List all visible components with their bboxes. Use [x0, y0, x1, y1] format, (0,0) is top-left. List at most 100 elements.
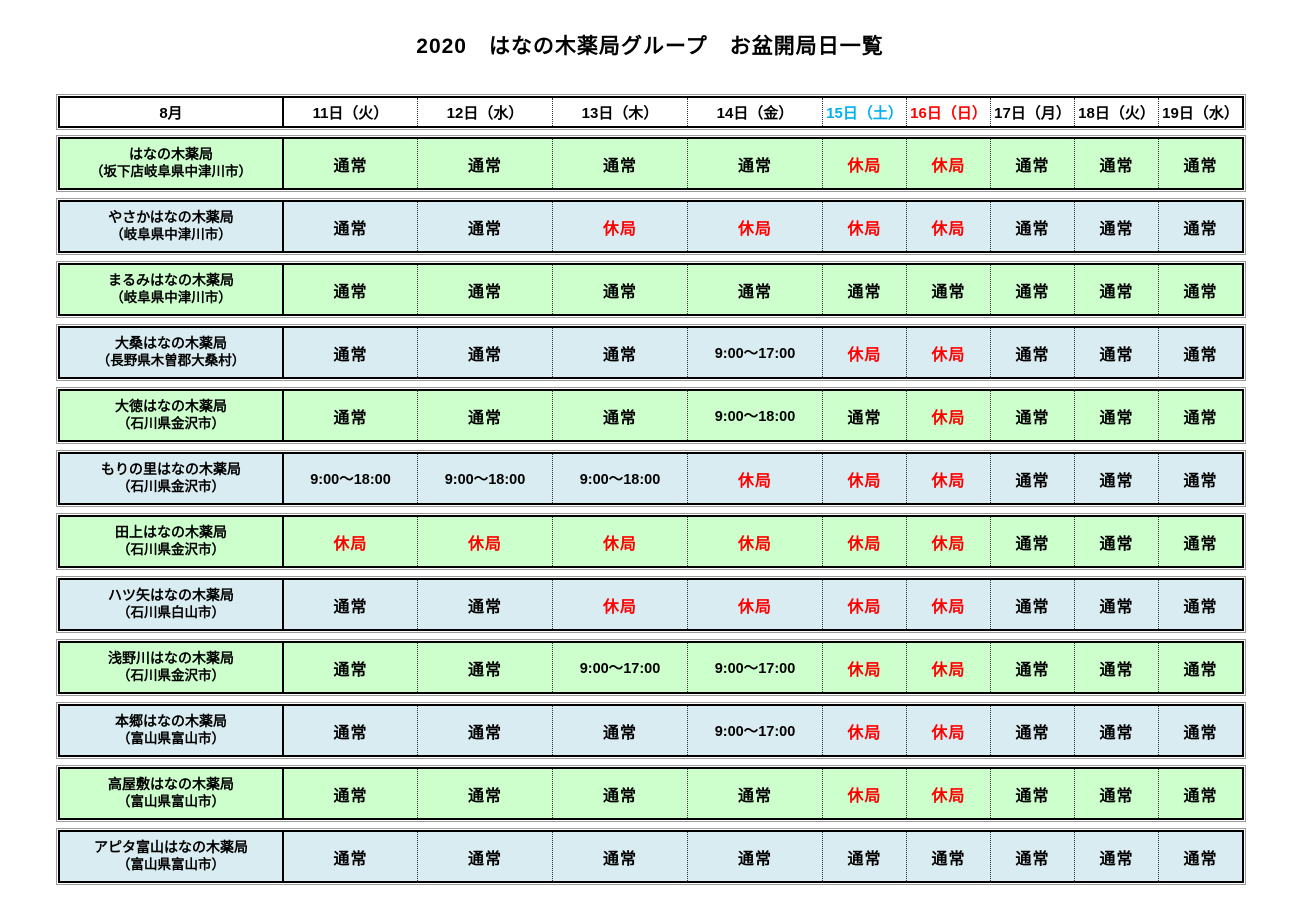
pharmacy-name: ハツ矢はなの木薬局	[108, 587, 234, 604]
status-closed-cell: 休局	[906, 706, 990, 755]
status-open-cell: 通常	[990, 139, 1074, 188]
status-closed-cell: 休局	[906, 643, 990, 692]
status-open-cell: 通常	[552, 139, 687, 188]
status-open-cell: 通常	[990, 454, 1074, 503]
status-open-cell: 通常	[687, 139, 822, 188]
status-open-cell: 通常	[1074, 391, 1158, 440]
status-open-cell: 通常	[282, 265, 417, 314]
status-open-cell: 通常	[1158, 454, 1242, 503]
pharmacy-name-cell: 大桑はなの木薬局 （長野県木曽郡大桑村）	[60, 328, 282, 377]
status-open-cell: 通常	[1074, 769, 1158, 818]
status-open-cell: 通常	[282, 769, 417, 818]
status-closed-cell: 休局	[822, 643, 906, 692]
pharmacy-location: （岐阜県中津川市）	[110, 226, 232, 242]
status-open-cell: 通常	[990, 265, 1074, 314]
pharmacy-name-cell: ハツ矢はなの木薬局 （石川県白山市）	[60, 580, 282, 629]
status-open-cell: 通常	[1158, 832, 1242, 881]
status-open-cell: 通常	[1158, 202, 1242, 251]
pharmacy-row: ハツ矢はなの木薬局 （石川県白山市） 通常 通常 休局 休局 休局 休局 通常 通常 通常	[56, 576, 1246, 633]
status-open-cell: 通常	[1074, 832, 1158, 881]
status-open-cell: 通常	[417, 328, 552, 377]
status-hours-cell: 9:00〜18:00	[417, 454, 552, 503]
status-closed-cell: 休局	[822, 706, 906, 755]
status-closed-cell: 休局	[687, 454, 822, 503]
status-open-cell: 通常	[552, 265, 687, 314]
pharmacy-location: （石川県金沢市）	[117, 541, 225, 557]
status-open-cell: 通常	[1158, 265, 1242, 314]
status-closed-cell: 休局	[282, 517, 417, 566]
pharmacy-location: （石川県金沢市）	[117, 415, 225, 431]
status-closed-cell: 休局	[906, 139, 990, 188]
pharmacy-row: 浅野川はなの木薬局 （石川県金沢市） 通常 通常 9:00〜17:00 9:00〜17:0…	[56, 639, 1246, 696]
status-closed-cell: 休局	[822, 202, 906, 251]
status-open-cell: 通常	[282, 391, 417, 440]
status-open-cell: 通常	[552, 832, 687, 881]
pharmacy-location: （石川県金沢市）	[117, 478, 225, 494]
pharmacy-location: （坂下店岐阜県中津川市）	[90, 163, 252, 179]
pharmacy-row: もりの里はなの木薬局 （石川県金沢市） 9:00〜18:00 9:00〜18:00 9:…	[56, 450, 1246, 507]
pharmacy-name: 大徳はなの木薬局	[115, 398, 227, 415]
status-open-cell: 通常	[417, 391, 552, 440]
pharmacy-name-cell: アピタ富山はなの木薬局 （富山県富山市）	[60, 832, 282, 881]
status-open-cell: 通常	[822, 391, 906, 440]
status-hours-cell: 9:00〜17:00	[687, 328, 822, 377]
status-open-cell: 通常	[417, 706, 552, 755]
pharmacy-row: やさかはなの木薬局 （岐阜県中津川市） 通常 通常 休局 休局 休局 休局 通常 通常 通常	[56, 198, 1246, 255]
status-hours-cell: 9:00〜18:00	[552, 454, 687, 503]
pharmacy-row: まるみはなの木薬局 （岐阜県中津川市） 通常 通常 通常 通常 通常 通常 通常 通常 通常	[56, 261, 1246, 318]
status-open-cell: 通常	[822, 832, 906, 881]
status-open-cell: 通常	[417, 139, 552, 188]
status-closed-cell: 休局	[906, 580, 990, 629]
status-open-cell: 通常	[1074, 580, 1158, 629]
status-closed-cell: 休局	[822, 580, 906, 629]
pharmacy-location: （岐阜県中津川市）	[110, 289, 232, 305]
pharmacy-name: まるみはなの木薬局	[108, 272, 234, 289]
status-hours-cell: 9:00〜17:00	[687, 643, 822, 692]
pharmacy-location: （長野県木曽郡大桑村）	[96, 352, 246, 368]
pharmacy-name-cell: 本郷はなの木薬局 （富山県富山市）	[60, 706, 282, 755]
pharmacy-name-cell: はなの木薬局 （坂下店岐阜県中津川市）	[60, 139, 282, 188]
pharmacy-row: アピタ富山はなの木薬局 （富山県富山市） 通常 通常 通常 通常 通常 通常 通常 通常 通常	[56, 828, 1246, 885]
pharmacy-name-cell: まるみはなの木薬局 （岐阜県中津川市）	[60, 265, 282, 314]
pharmacy-name-cell: 浅野川はなの木薬局 （石川県金沢市）	[60, 643, 282, 692]
pharmacy-name-cell: やさかはなの木薬局 （岐阜県中津川市）	[60, 202, 282, 251]
status-open-cell: 通常	[990, 769, 1074, 818]
status-open-cell: 通常	[1158, 328, 1242, 377]
status-open-cell: 通常	[282, 832, 417, 881]
month-header-cell: 8月	[159, 104, 183, 122]
status-open-cell: 通常	[552, 328, 687, 377]
status-open-cell: 通常	[1074, 265, 1158, 314]
status-open-cell: 通常	[1158, 769, 1242, 818]
status-open-cell: 通常	[1074, 517, 1158, 566]
status-closed-cell: 休局	[822, 328, 906, 377]
pharmacy-row: 田上はなの木薬局 （石川県金沢市） 休局 休局 休局 休局 休局 休局 通常 通常 通常	[56, 513, 1246, 570]
status-open-cell: 通常	[1074, 139, 1158, 188]
header-row: 8月 11日（火） 12日（水） 13日（木） 14日（金） 15日（土） 16日（日） 1…	[56, 94, 1246, 130]
status-open-cell: 通常	[822, 265, 906, 314]
pharmacy-name: はなの木薬局	[129, 146, 213, 163]
status-closed-cell: 休局	[687, 517, 822, 566]
status-open-cell: 通常	[552, 769, 687, 818]
status-closed-cell: 休局	[906, 328, 990, 377]
date-header-cell: 16日（日）	[906, 98, 990, 126]
status-open-cell: 通常	[552, 391, 687, 440]
status-open-cell: 通常	[990, 580, 1074, 629]
status-open-cell: 通常	[417, 265, 552, 314]
status-open-cell: 通常	[1074, 643, 1158, 692]
date-header-cell: 13日（木）	[552, 98, 687, 126]
status-open-cell: 通常	[417, 643, 552, 692]
pharmacy-row: 大徳はなの木薬局 （石川県金沢市） 通常 通常 通常 9:00〜18:00 通常 休局 通常 通常…	[56, 387, 1246, 444]
pharmacy-name-cell: 大徳はなの木薬局 （石川県金沢市）	[60, 391, 282, 440]
pharmacy-row: 本郷はなの木薬局 （富山県富山市） 通常 通常 通常 9:00〜17:00 休局 休局 通常 通常…	[56, 702, 1246, 759]
status-open-cell: 通常	[687, 769, 822, 818]
status-open-cell: 通常	[1158, 517, 1242, 566]
status-open-cell: 通常	[990, 517, 1074, 566]
status-open-cell: 通常	[417, 832, 552, 881]
status-open-cell: 通常	[282, 328, 417, 377]
status-closed-cell: 休局	[687, 202, 822, 251]
status-open-cell: 通常	[1074, 706, 1158, 755]
status-closed-cell: 休局	[552, 580, 687, 629]
status-open-cell: 通常	[282, 202, 417, 251]
pharmacy-location: （富山県富山市）	[117, 730, 225, 746]
status-open-cell: 通常	[552, 706, 687, 755]
